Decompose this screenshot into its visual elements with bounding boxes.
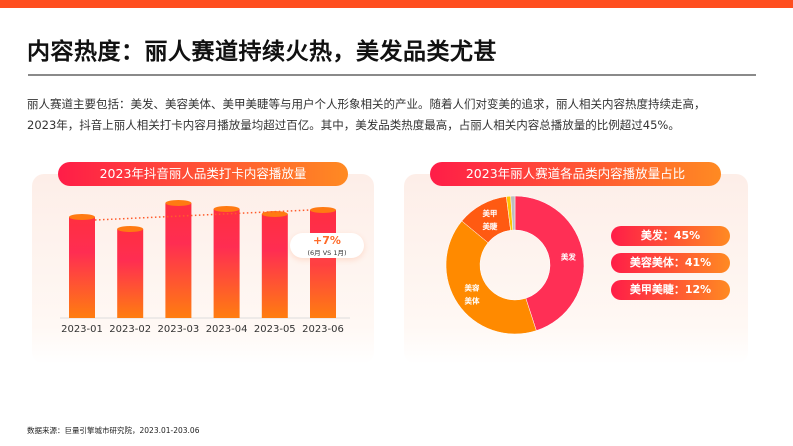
title-divider <box>28 74 756 76</box>
x-tick-label: 2023-03 <box>157 324 200 335</box>
data-source: 数据来源：巨量引擎城市研究院，2023.01-203.06 <box>27 426 200 435</box>
bar <box>310 210 336 318</box>
bar-cap <box>213 206 240 212</box>
x-tick-label: 2023-01 <box>61 324 103 335</box>
description: 丽人赛道主要包括：美发、美容美体、美甲美睫等与用户个人形象相关的产业。随着人们对… <box>27 94 767 136</box>
x-tick-label: 2023-02 <box>109 324 152 335</box>
slice-label: 美容 <box>464 283 479 293</box>
bar <box>69 217 95 318</box>
growth-note: (6月 VS 1月) <box>307 249 347 257</box>
bar-cap <box>69 214 95 220</box>
pie-chart-title: 2023年丽人赛道各品类内容播放量占比 <box>430 162 721 186</box>
bar-cap <box>165 200 192 206</box>
slice-label: 美睫 <box>482 221 497 231</box>
bar <box>117 229 144 318</box>
slice-label: 美体 <box>464 296 479 306</box>
legend-item: 美甲美睫：12% <box>611 280 730 300</box>
growth-value: +7% <box>313 234 341 247</box>
bar-chart-title: 2023年抖音丽人品类打卡内容播放量 <box>58 162 348 186</box>
legend-item: 美发：45% <box>611 226 730 246</box>
description-line: 丽人赛道主要包括：美发、美容美体、美甲美睫等与用户个人形象相关的产业。随着人们对… <box>27 97 706 111</box>
bar-cap <box>310 207 336 213</box>
description-line: 2023年，抖音上丽人相关打卡内容月播放量均超过百亿。其中，美发品类热度最高，占… <box>27 118 680 132</box>
bar <box>213 209 240 318</box>
bar <box>165 203 192 318</box>
donut-slice <box>445 220 537 335</box>
donut-slice <box>510 195 516 231</box>
top-accent-bar <box>0 0 793 8</box>
x-tick-label: 2023-05 <box>253 324 296 335</box>
legend-item: 美容美体：41% <box>611 253 730 273</box>
slice-label: 美发 <box>561 252 576 262</box>
x-tick-label: 2023-06 <box>302 324 344 335</box>
bar <box>261 214 288 318</box>
donut-slice <box>514 195 585 331</box>
growth-badge: +7% (6月 VS 1月) <box>290 233 364 258</box>
x-tick-label: 2023-04 <box>205 324 248 335</box>
bar-cap <box>117 226 144 232</box>
page-title: 内容热度：丽人赛道持续火热，美发品类尤甚 <box>27 39 497 65</box>
slice-label: 美甲 <box>482 208 497 218</box>
